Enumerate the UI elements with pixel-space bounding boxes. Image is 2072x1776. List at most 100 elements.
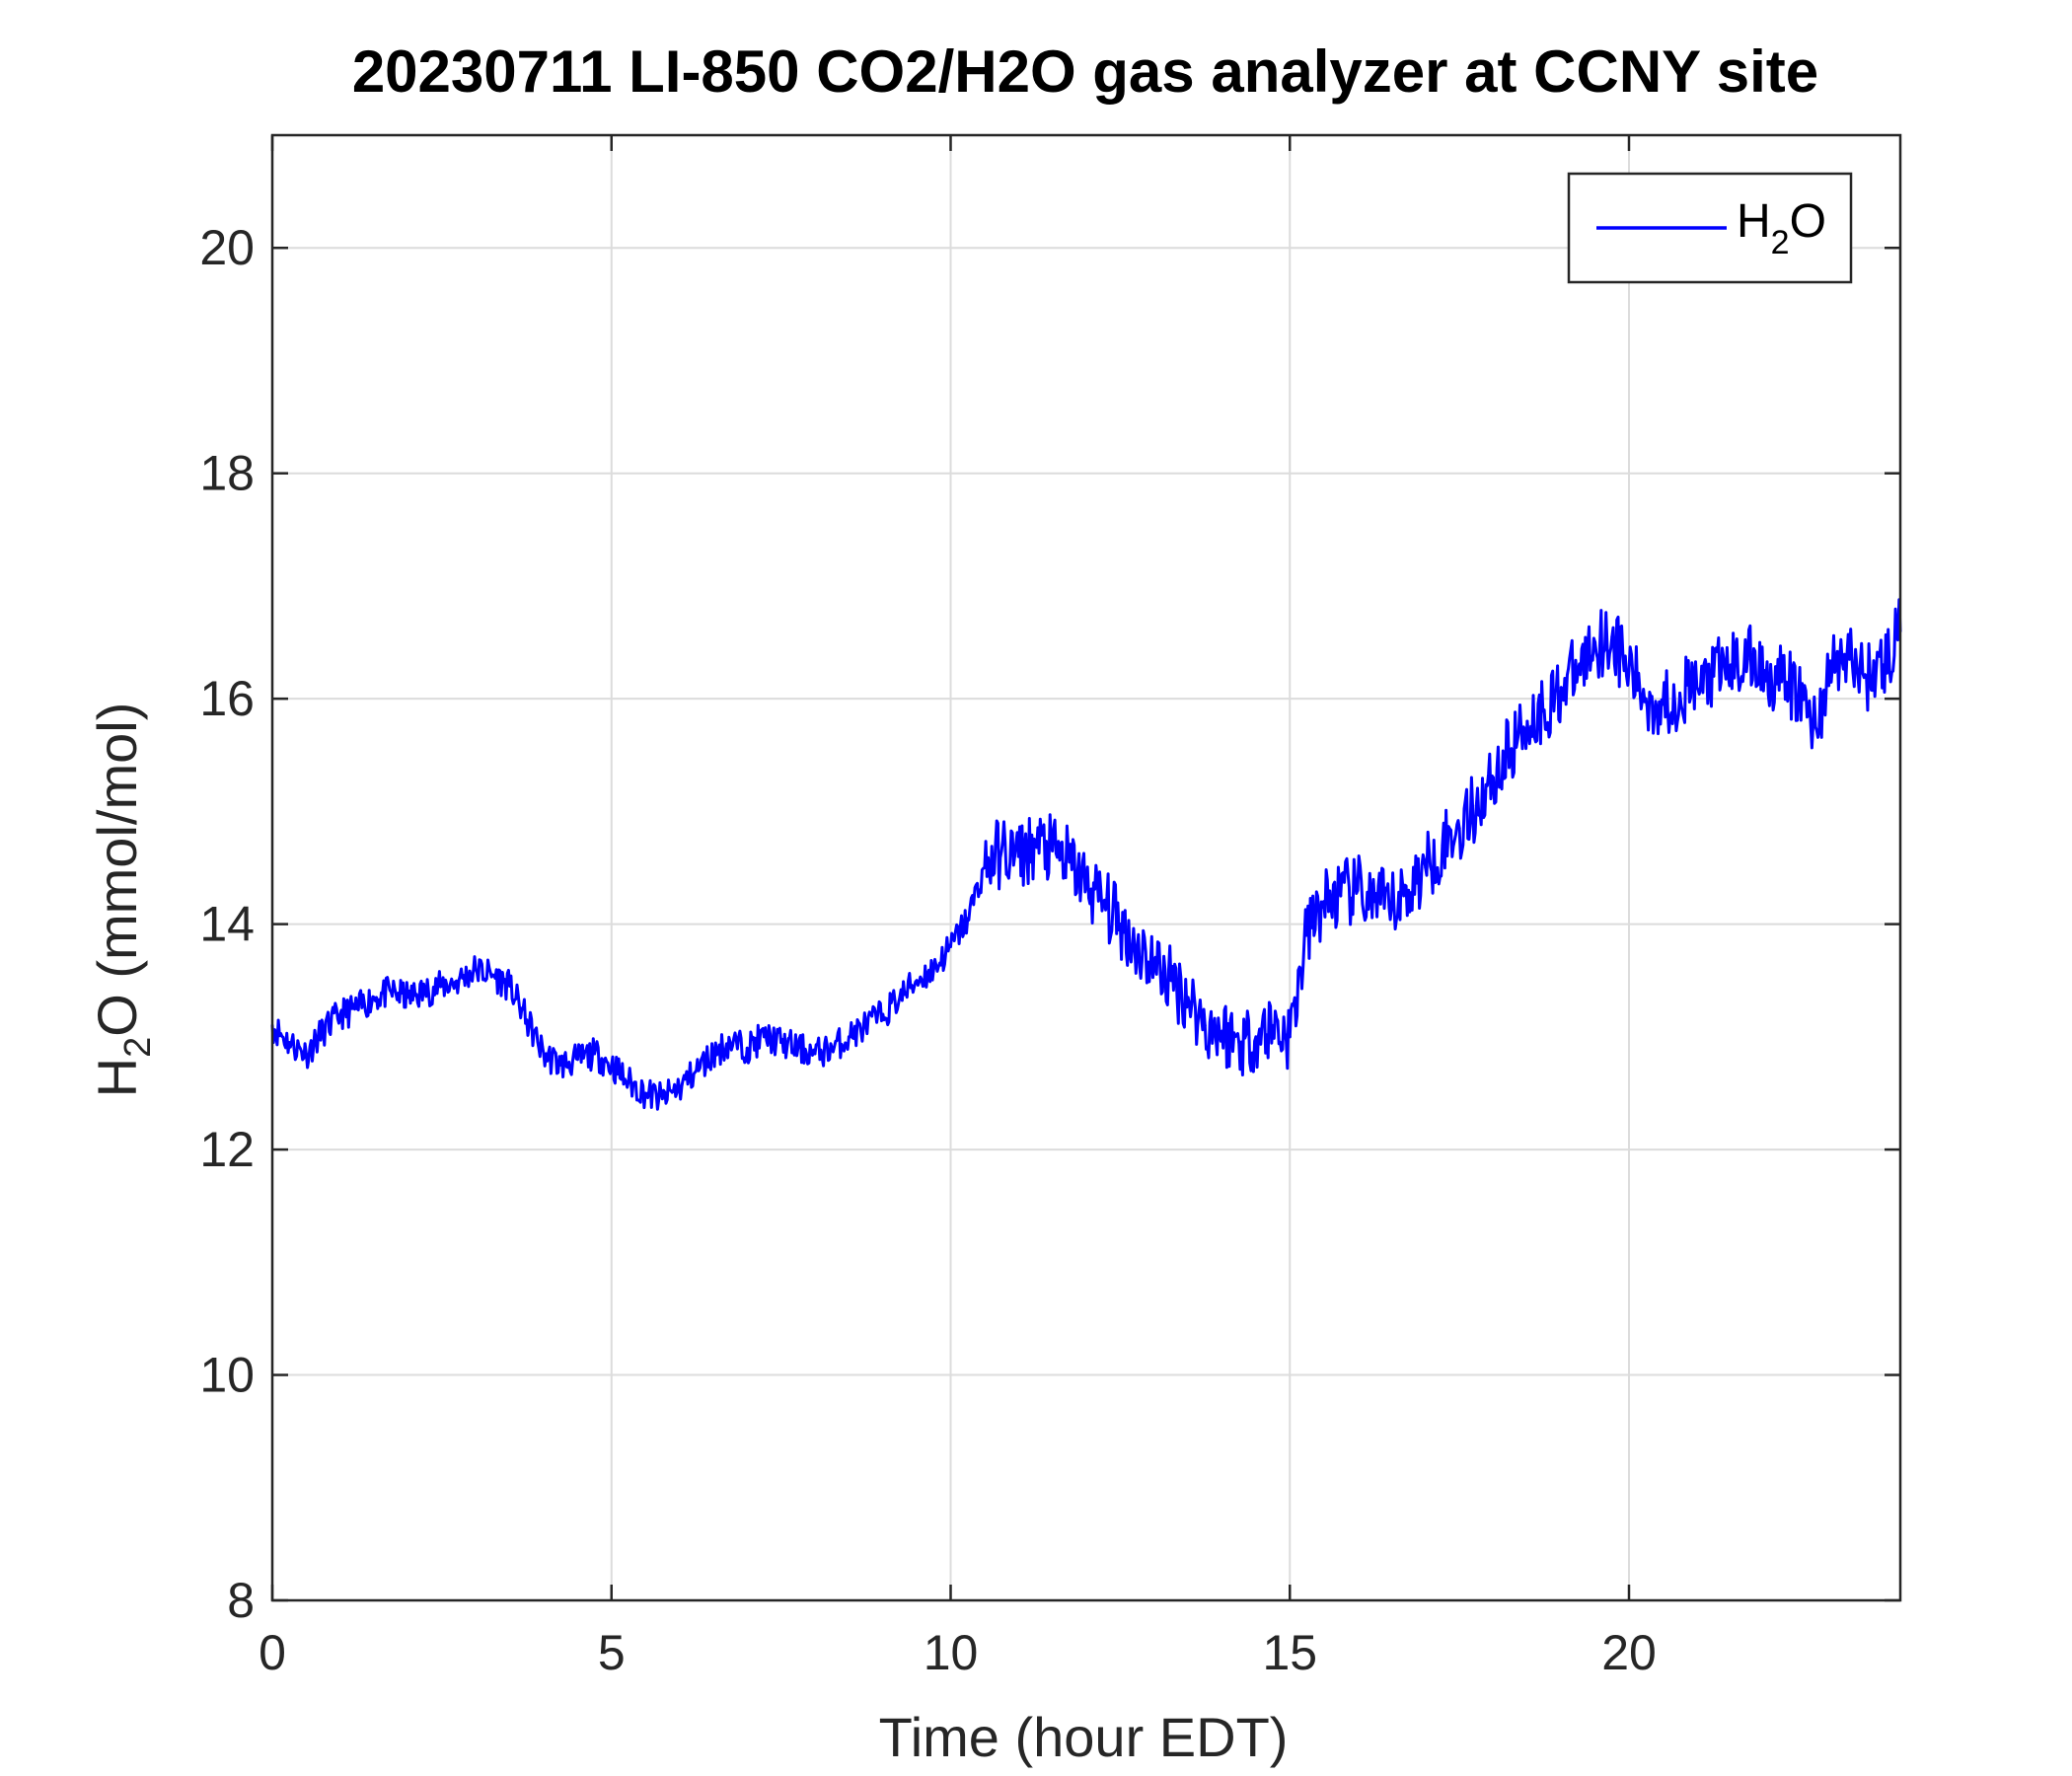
- h2o-data-point: [1068, 860, 1072, 864]
- h2o-data-point: [1424, 866, 1428, 869]
- h2o-data-point: [1525, 719, 1529, 723]
- h2o-data-point: [610, 1063, 614, 1067]
- y-axis-label-base: H: [86, 1058, 148, 1097]
- y-tick-label: 16: [199, 671, 255, 726]
- h2o-data-point: [1593, 640, 1597, 644]
- h2o-data-point: [1016, 854, 1020, 858]
- h2o-data-point: [1339, 894, 1343, 898]
- legend-label: H2O: [1737, 195, 1826, 261]
- h2o-data-point: [1745, 657, 1749, 661]
- h2o-data-point: [1457, 827, 1461, 831]
- h2o-data-point: [1780, 680, 1784, 684]
- h2o-data-point: [1712, 674, 1716, 678]
- x-tick-label: 15: [1262, 1625, 1317, 1680]
- x-tick-label: 0: [259, 1625, 286, 1680]
- h2o-data-point: [1695, 686, 1699, 690]
- h2o-data-point: [864, 1023, 868, 1027]
- h2o-data-point: [1813, 725, 1817, 729]
- h2o-data-point: [779, 1041, 783, 1045]
- h2o-data-point: [1678, 691, 1682, 695]
- y-axis-label-subscript: 2: [117, 1037, 159, 1058]
- legend-label-subscript: 2: [1771, 224, 1790, 261]
- h2o-data-point: [678, 1085, 681, 1089]
- h2o-data-point: [338, 1012, 342, 1016]
- y-tick-label: 20: [199, 220, 255, 275]
- h2o-data-point: [525, 1018, 529, 1022]
- h2o-data-point: [728, 1041, 732, 1045]
- h2o-data-point: [1441, 844, 1444, 848]
- h2o-data-point: [1356, 888, 1360, 892]
- h2o-data-point: [1051, 849, 1055, 852]
- h2o-data-point: [1203, 1023, 1207, 1027]
- h2o-data-point: [627, 1080, 630, 1084]
- h2o-data-point: [1509, 748, 1513, 752]
- h2o-data-point: [1882, 663, 1886, 667]
- y-tick-label: 14: [199, 897, 255, 952]
- h2o-data-point: [542, 1052, 546, 1056]
- h2o-data-point: [711, 1052, 715, 1056]
- h2o-data-point: [796, 1046, 800, 1050]
- h2o-data-point: [1661, 703, 1665, 706]
- h2o-data-point: [322, 1029, 326, 1033]
- h2o-data-point: [1865, 674, 1869, 678]
- h2o-data-point: [389, 990, 393, 994]
- h2o-data-point: [355, 1006, 359, 1010]
- h2o-data-point: [1186, 996, 1190, 999]
- h2o-data-point: [423, 990, 427, 994]
- x-axis-label: Time (hour EDT): [879, 1706, 1289, 1768]
- h2o-data-point: [1559, 686, 1563, 690]
- h2o-data-point: [1288, 1035, 1292, 1039]
- axis-ticks: 0 5 10 15 20 8 10 12 14 16 18 20: [199, 135, 1900, 1680]
- h2o-data-point: [1627, 669, 1631, 673]
- h2o-data-point: [440, 984, 444, 988]
- h2o-data-point: [898, 996, 902, 999]
- legend-label-base: H: [1737, 195, 1771, 248]
- x-tick-label: 5: [598, 1625, 626, 1680]
- y-tick-label: 18: [199, 446, 255, 501]
- h2o-data-point: [1847, 657, 1851, 661]
- h2o-data-point: [1084, 883, 1088, 887]
- h2o-data-point: [1237, 1041, 1241, 1045]
- h2o-data-point: [407, 996, 409, 999]
- h2o-data-point: [1136, 944, 1140, 948]
- y-axis-label: H2O (mmol/mol): [86, 703, 159, 1098]
- h2o-data-point: [1797, 691, 1801, 695]
- h2o-data-point: [813, 1052, 817, 1056]
- h2o-data-point: [983, 866, 987, 869]
- legend: H2O: [1567, 172, 1853, 284]
- h2o-data-point: [1763, 669, 1766, 673]
- h2o-data-point: [660, 1097, 664, 1101]
- h2o-data-point: [1389, 905, 1393, 909]
- h2o-data-point: [931, 967, 935, 971]
- h2o-data-point: [474, 967, 478, 971]
- h2o-data-point: [1576, 669, 1580, 673]
- axes-frame: [270, 133, 1902, 1602]
- h2o-data-point: [1221, 1029, 1223, 1033]
- h2o-data-point: [508, 984, 512, 988]
- h2o-data-point: [966, 917, 970, 921]
- h2o-data-point: [1407, 888, 1411, 892]
- h2o-data-point: [1254, 1035, 1258, 1039]
- y-tick-label: 12: [199, 1122, 255, 1177]
- h2o-data-point: [457, 979, 461, 983]
- h2o-data-point: [847, 1035, 851, 1039]
- h2o-data-point: [695, 1069, 699, 1073]
- chart-title: 20230711 LI-850 CO2/H2O gas analyzer at …: [352, 38, 1818, 105]
- h2o-data-point: [1304, 933, 1308, 937]
- h2o-data-point: [762, 1035, 766, 1039]
- h2o-data-point: [1729, 663, 1733, 667]
- h2o-data-point: [1271, 1023, 1275, 1027]
- y-axis-label-rest: O (mmol/mol): [86, 703, 148, 1037]
- legend-label-rest: O: [1790, 195, 1826, 248]
- h2o-data-point: [575, 1058, 579, 1062]
- h2o-data-point: [1610, 634, 1614, 638]
- h2o-data-point: [1492, 776, 1495, 779]
- h2o-data-point: [558, 1063, 562, 1067]
- h2o-data-point: [1152, 962, 1156, 966]
- h2o-data-point: [1101, 900, 1105, 904]
- h2o-data-point: [490, 973, 494, 977]
- h2o-data-point: [1542, 708, 1546, 712]
- h2o-data-point: [830, 1046, 834, 1050]
- h2o-data-point: [1322, 900, 1326, 904]
